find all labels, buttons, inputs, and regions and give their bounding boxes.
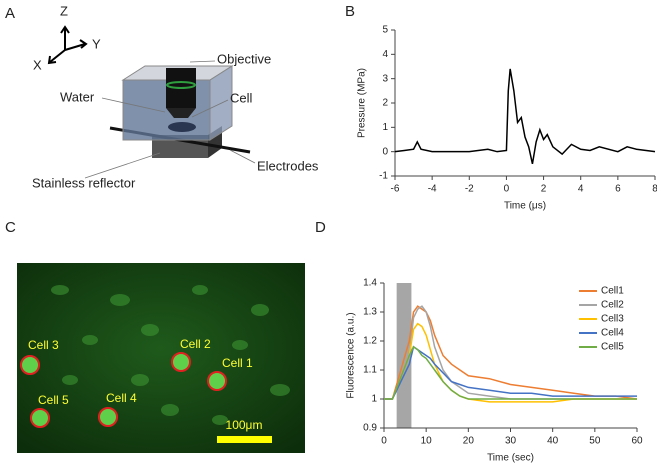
label-electrodes: Electrodes (257, 158, 319, 173)
legend-label: Cell1 (601, 286, 624, 297)
label-cell: Cell (230, 90, 253, 105)
series-line (384, 305, 638, 400)
x-tick-label: 50 (589, 436, 601, 447)
y-tick-label: 1 (382, 122, 388, 133)
x-axis-title: Time (sec) (487, 453, 534, 464)
x-tick-label: 30 (505, 436, 517, 447)
y-axis-title: Pressure (MPa) (357, 68, 368, 138)
x-tick-label: 60 (631, 436, 643, 447)
series-line (384, 345, 637, 400)
legend-label: Cell3 (601, 314, 624, 325)
scale-bar-label: 100μm (226, 418, 263, 432)
y-tick-label: 0.9 (363, 423, 377, 434)
y-tick-label: 1.4 (363, 278, 377, 289)
y-tick-label: 0 (382, 146, 388, 157)
legend-label: Cell5 (601, 342, 624, 353)
y-tick-label: 1.3 (363, 307, 377, 318)
y-tick-label: 3 (382, 73, 388, 84)
series-line (394, 68, 656, 164)
panel-label: C (5, 219, 16, 236)
x-tick-label: 20 (463, 436, 475, 447)
cell-markers (20, 352, 227, 428)
x-tick-label: 4 (578, 184, 584, 195)
legend-label: Cell2 (601, 300, 624, 311)
x-tick-label: 40 (547, 436, 559, 447)
legend-label: Cell4 (601, 328, 624, 339)
panel-label: A (5, 5, 15, 22)
x-axis-title: Time (μs) (504, 201, 546, 212)
panel-label: D (315, 219, 326, 236)
series-line (384, 322, 637, 403)
cell-label: Cell 2 (180, 337, 211, 351)
cell-label: Cell 4 (106, 391, 137, 405)
scale-bar (217, 436, 272, 443)
y-axis-title: Fluorescence (a.u.) (346, 312, 357, 398)
axis-name: Z (60, 3, 68, 18)
x-tick-label: 0 (381, 436, 387, 447)
y-tick-label: 1 (371, 394, 377, 405)
label-reflector: Stainless reflector (32, 175, 136, 190)
cell-label: Cell 1 (222, 356, 253, 370)
cell-label: Cell 3 (28, 338, 59, 352)
y-tick-label: 1.2 (363, 336, 377, 347)
label-water: Water (60, 89, 95, 104)
cell-blobs (51, 285, 290, 425)
axis-name: X (33, 57, 42, 72)
x-tick-label: -4 (428, 184, 437, 195)
x-tick-label: 8 (652, 184, 657, 195)
axis-name: Y (92, 36, 101, 51)
stimulus-band (396, 283, 412, 428)
y-tick-label: -1 (379, 171, 388, 182)
x-tick-label: -2 (465, 184, 474, 195)
y-tick-label: 5 (382, 25, 388, 36)
label-objective: Objective (217, 51, 271, 66)
y-tick-label: 1.1 (363, 365, 377, 376)
setup-diagram (47, 25, 88, 65)
panel-label: B (345, 3, 355, 20)
y-tick-label: 2 (382, 98, 388, 109)
x-tick-label: 0 (504, 184, 510, 195)
cell-label: Cell 5 (38, 393, 69, 407)
x-tick-label: -6 (391, 184, 400, 195)
y-tick-label: 4 (382, 49, 388, 60)
micrograph (17, 263, 305, 453)
x-tick-label: 10 (421, 436, 433, 447)
x-tick-label: 2 (541, 184, 547, 195)
x-tick-label: 6 (615, 184, 621, 195)
apparatus (84, 60, 256, 179)
